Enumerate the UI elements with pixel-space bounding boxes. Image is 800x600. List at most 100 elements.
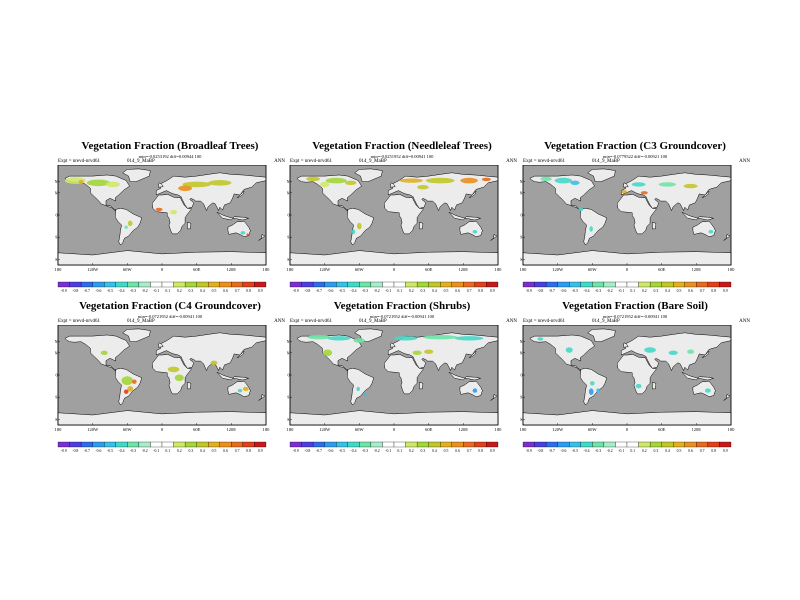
colorbar-swatch — [707, 281, 720, 288]
colorbar-tick-label: 0.5 — [212, 449, 217, 453]
anomaly-patch — [640, 191, 648, 195]
colorbar-swatch — [580, 281, 593, 288]
colorbar-swatch — [545, 441, 558, 448]
landmass-greenland — [587, 168, 616, 182]
colorbar-swatch — [486, 281, 499, 288]
colorbar-swatch — [138, 441, 151, 448]
panel-stats: min=-0.0721952 diff=-0.00941 100 — [137, 314, 203, 319]
colorbar-swatch — [347, 281, 360, 288]
lon-tick-label: 180 — [263, 267, 271, 272]
colorbar-tick-label: 0.1 — [397, 449, 402, 453]
lat-tick-label: 80S — [520, 417, 523, 422]
anomaly-patch — [631, 182, 646, 187]
lon-tick-label: 60E — [425, 427, 433, 432]
expt-label: Expt = nrevd-nrvd61 — [58, 159, 100, 164]
colorbar-tick-label: 0.7 — [235, 449, 240, 453]
colorbar-swatch — [416, 441, 429, 448]
landmass-new-zealand — [490, 393, 498, 401]
colorbar-swatch — [242, 441, 255, 448]
lon-tick-label: 180 — [728, 267, 736, 272]
colorbar: -0.9 -0.8 -0.7 -0.6 -0.5 -0.4 -0.3 -0.2 -0.1 0.1 0… — [289, 441, 499, 453]
colorbar-swatch — [638, 281, 651, 288]
colorbar-tick-label: 0.8 — [711, 449, 716, 453]
lat-tick-label: 40S — [55, 395, 58, 400]
panel-stats: min=-0.0721952 diff=-0.00941 100 — [602, 314, 668, 319]
lon-tick-label: 0 — [393, 427, 396, 432]
colorbar-swatch — [57, 441, 70, 448]
lon-tick-label: 180 — [287, 427, 294, 432]
expt-label: Expt = nrevd-nrvd61 — [290, 319, 332, 324]
expt-label: Expt = nrevd-nrvd61 — [58, 319, 100, 324]
colorbar-swatch — [104, 441, 116, 448]
colorbar-swatch — [569, 441, 581, 448]
colorbar-swatch — [557, 281, 570, 288]
landmass-north-america — [296, 174, 362, 211]
colorbar-swatch — [347, 441, 360, 448]
colorbar-swatch — [92, 441, 105, 448]
lon-tick-label: 60W — [588, 267, 598, 272]
landmass-indonesia — [448, 211, 481, 221]
colorbar-tick-label: -0.1 — [153, 289, 159, 293]
anomaly-patch — [106, 181, 120, 188]
landmass-australia — [459, 380, 483, 397]
colorbar-tick-label: 0.2 — [409, 289, 414, 293]
colorbar-swatch — [301, 281, 314, 288]
panel-title: Vegetation Fraction (Bare Soil) — [562, 300, 708, 312]
colorbar: -0.9 -0.8 -0.7 -0.6 -0.5 -0.4 -0.3 -0.2 -0.1 0.1 0… — [522, 281, 732, 293]
colorbar-swatch — [382, 281, 395, 288]
landmass-south-america — [579, 368, 608, 406]
panel-broadleaf-trees: Vegetation Fraction (Broadleaf Trees) mi… — [55, 140, 285, 320]
case-label: 014_9_MaBP — [592, 319, 620, 324]
colorbar-swatch — [370, 441, 383, 448]
anomaly-patch — [351, 229, 356, 234]
colorbar-tick-label: -0.8 — [304, 289, 310, 293]
colorbar-swatch — [626, 281, 639, 288]
anomaly-patch — [424, 349, 434, 354]
anomaly-patch — [635, 383, 642, 389]
colorbar-tick-label: -0.1 — [385, 289, 391, 293]
colorbar-swatch — [569, 281, 581, 288]
case-label: 014_9_MaBP — [359, 159, 387, 164]
colorbar-tick-label: -0.4 — [584, 449, 590, 453]
colorbar-swatch — [69, 281, 82, 288]
colorbar-tick-label: -0.1 — [618, 289, 624, 293]
lon-tick-label: 120W — [319, 427, 331, 432]
colorbar-swatch — [405, 441, 418, 448]
colorbar-tick-label: 0.4 — [200, 289, 205, 293]
colorbar-tick-label: -0.2 — [374, 449, 380, 453]
colorbar-tick-label: 0.2 — [642, 289, 647, 293]
landmass-japan — [468, 350, 477, 359]
lon-tick-label: 180 — [55, 427, 62, 432]
colorbar-swatch — [382, 441, 395, 448]
anomaly-patch — [590, 381, 595, 386]
colorbar-tick-label: 0.6 — [223, 289, 228, 293]
lat-tick-label: 80S — [55, 257, 58, 262]
panel-title: Vegetation Fraction (C3 Groundcover) — [544, 140, 726, 152]
lat-tick-label: 60N — [287, 339, 290, 344]
anomaly-patch — [621, 190, 627, 194]
colorbar-tick-label: 0.7 — [235, 289, 240, 293]
colorbar-swatch — [184, 441, 197, 448]
colorbar-tick-label: -0.5 — [572, 449, 578, 453]
landmass-south-america — [114, 208, 143, 246]
colorbar-tick-label: -0.1 — [618, 449, 624, 453]
lat-tick-label: 80S — [287, 257, 290, 262]
colorbar-swatch — [522, 441, 535, 448]
anomaly-patch — [323, 349, 333, 357]
colorbar-swatch — [638, 441, 651, 448]
anomaly-patch — [208, 180, 232, 186]
colorbar-tick-label: -0.7 — [316, 289, 322, 293]
colorbar-tick-label: 0.5 — [677, 449, 682, 453]
lat-tick-label: 0 — [288, 213, 290, 218]
colorbar-tick-label: -0.3 — [595, 289, 601, 293]
lat-tick-label: 40N — [287, 350, 290, 355]
lon-tick-label: 60W — [355, 427, 365, 432]
anomaly-patch — [327, 336, 351, 341]
anomaly-patch — [124, 225, 128, 229]
colorbar-tick-label: 0.4 — [665, 289, 670, 293]
colorbar-swatch — [219, 281, 232, 288]
lon-tick-label: 60W — [123, 267, 133, 272]
colorbar-swatch — [696, 281, 709, 288]
lon-tick-label: 120E — [692, 427, 702, 432]
lon-tick-label: 0 — [626, 267, 629, 272]
